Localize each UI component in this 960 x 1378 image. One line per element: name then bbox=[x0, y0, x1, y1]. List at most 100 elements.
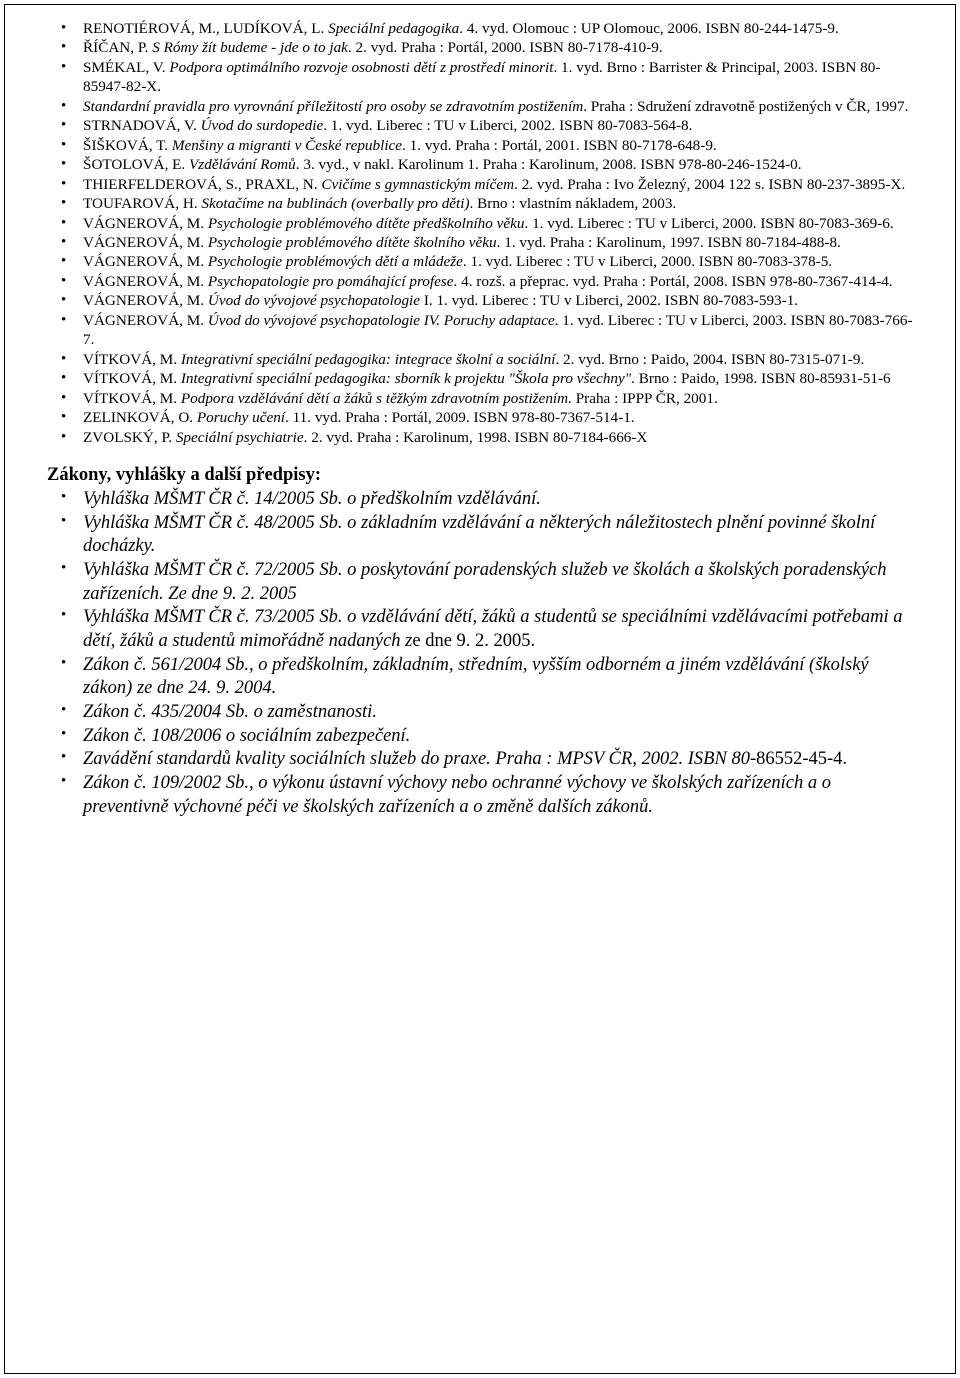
text-run: ZVOLSKÝ, P. bbox=[83, 429, 176, 446]
text-run: VÁGNEROVÁ, M. bbox=[83, 215, 208, 232]
text-run: VÁGNEROVÁ, M. bbox=[83, 312, 208, 329]
law-item: Zákon č. 561/2004 Sb., o předškolním, zá… bbox=[47, 654, 913, 701]
bibliography-item: ŠIŠKOVÁ, T. Menšiny a migranti v České r… bbox=[47, 136, 913, 155]
text-run: VÍTKOVÁ, M. bbox=[83, 370, 181, 387]
text-run: . 1. vyd. Liberec : TU v Liberci, 2000. … bbox=[463, 253, 832, 270]
text-run: Psychologie problémových dětí a mládeže bbox=[208, 253, 463, 270]
text-run: Praha : IPPP ČR, 2001. bbox=[576, 390, 718, 407]
text-run: ŠOTOLOVÁ, E. bbox=[83, 156, 189, 173]
text-run: Vyhláška MŠMT ČR č. 48/2005 Sb. o základ… bbox=[83, 513, 875, 557]
text-run: . 2. vyd. Praha : Karolinum, 1998. ISBN … bbox=[304, 429, 648, 446]
text-run: . 2. vyd. Praha : Ivo Železný, 2004 122 … bbox=[514, 176, 905, 193]
text-run: Cvičíme s gymnastickým míčem bbox=[321, 176, 514, 193]
text-run: . Brno : vlastním nákladem, 2003. bbox=[470, 195, 677, 212]
bibliography-item: VÍTKOVÁ, M. Integrativní speciální pedag… bbox=[47, 350, 913, 369]
text-run: . 1. vyd. Praha : Portál, 2001. ISBN 80-… bbox=[402, 137, 717, 154]
bibliography-item: STRNADOVÁ, V. Úvod do surdopedie. 1. vyd… bbox=[47, 116, 913, 135]
text-run: Skotačíme na bublinách (overbally pro dě… bbox=[201, 195, 469, 212]
text-run: STRNADOVÁ, V. bbox=[83, 117, 201, 134]
text-run: . 1. vyd. Liberec : TU v Liberci, 2000. … bbox=[524, 215, 893, 232]
text-run: . 3. vyd., v nakl. Karolinum 1. Praha : … bbox=[296, 156, 802, 173]
text-run: Psychopatologie pro pomáhající profese bbox=[208, 273, 454, 290]
law-item: Zavádění standardů kvality sociálních sl… bbox=[47, 748, 913, 772]
text-run: VÍTKOVÁ, M. bbox=[83, 351, 181, 368]
section-heading: Zákony, vyhlášky a další předpisy: bbox=[47, 465, 913, 486]
bibliography-item: VÁGNEROVÁ, M. Úvod do vývojové psychopat… bbox=[47, 291, 913, 310]
text-run: Zákon č. 108/2006 o sociálním zabezpečen… bbox=[83, 726, 410, 746]
text-run: Standardní pravidla pro vyrovnání přílež… bbox=[83, 98, 583, 115]
bibliography-item: ŘÍČAN, P. S Rómy žít budeme - jde o to j… bbox=[47, 38, 913, 57]
law-item: Zákon č. 435/2004 Sb. o zaměstnanosti. bbox=[47, 701, 913, 725]
law-item: Vyhláška MŠMT ČR č. 72/2005 Sb. o poskyt… bbox=[47, 559, 913, 606]
text-run: Zavádění standardů kvality sociálních sl… bbox=[83, 749, 756, 769]
bibliography-item: ZVOLSKÝ, P. Speciální psychiatrie. 2. vy… bbox=[47, 428, 913, 447]
text-run: Podpora optimálního rozvoje osobnosti dě… bbox=[169, 59, 553, 76]
document-page: RENOTIÉROVÁ, M., LUDÍKOVÁ, L. Speciální … bbox=[4, 4, 956, 1374]
text-run: I. 1. vyd. Liberec : TU v Liberci, 2002.… bbox=[420, 292, 798, 309]
text-run: . Praha : Sdružení zdravotně postižených… bbox=[583, 98, 908, 115]
bibliography-item: VÁGNEROVÁ, M. Psychologie problémového d… bbox=[47, 233, 913, 252]
law-item: Zákon č. 109/2002 Sb., o výkonu ústavní … bbox=[47, 772, 913, 819]
bibliography-item: VÁGNEROVÁ, M. Psychologie problémových d… bbox=[47, 252, 913, 271]
text-run: Zákon č. 561/2004 Sb., o předškolním, zá… bbox=[83, 655, 869, 699]
text-run: RENOTIÉROVÁ, M., LUDÍKOVÁ, L. bbox=[83, 20, 328, 37]
bibliography-item: VÍTKOVÁ, M. Integrativní speciální pedag… bbox=[47, 369, 913, 388]
text-run: Zákon č. 435/2004 Sb. o zaměstnanosti. bbox=[83, 702, 377, 722]
bibliography-item: RENOTIÉROVÁ, M., LUDÍKOVÁ, L. Speciální … bbox=[47, 19, 913, 38]
text-run: . 4. rozš. a přeprac. vyd. Praha : Portá… bbox=[454, 273, 893, 290]
text-run: S Rómy žít budeme - jde o to jak bbox=[152, 39, 348, 56]
text-run: Úvod do vývojové psychopatologie IV. Por… bbox=[208, 312, 555, 329]
text-run: Psychologie problémového dítěte školního… bbox=[208, 234, 497, 251]
text-run: Poruchy učení bbox=[197, 409, 285, 426]
text-run: Úvod do vývojové psychopatologie bbox=[208, 292, 420, 309]
law-item: Zákon č. 108/2006 o sociálním zabezpečen… bbox=[47, 725, 913, 749]
text-run: TOUFAROVÁ, H. bbox=[83, 195, 201, 212]
bibliography-list: RENOTIÉROVÁ, M., LUDÍKOVÁ, L. Speciální … bbox=[47, 19, 913, 447]
bibliography-item: Standardní pravidla pro vyrovnání přílež… bbox=[47, 97, 913, 116]
text-run: . 2. vyd. Praha : Portál, 2000. ISBN 80-… bbox=[348, 39, 663, 56]
text-run: THIERFELDEROVÁ, S., PRAXL, N. bbox=[83, 176, 321, 193]
text-run: . 2. vyd. Brno : Paido, 2004. ISBN 80-73… bbox=[555, 351, 864, 368]
text-run: Vyhláška MŠMT ČR č. 72/2005 Sb. o poskyt… bbox=[83, 560, 887, 604]
text-run: VÁGNEROVÁ, M. bbox=[83, 273, 208, 290]
text-run: Úvod do surdopedie bbox=[201, 117, 324, 134]
bibliography-item: VÁGNEROVÁ, M. Psychopatologie pro pomáha… bbox=[47, 272, 913, 291]
bibliography-item: THIERFELDEROVÁ, S., PRAXL, N. Cvičíme s … bbox=[47, 175, 913, 194]
bibliography-item: SMÉKAL, V. Podpora optimálního rozvoje o… bbox=[47, 58, 913, 97]
text-run: . 11. vyd. Praha : Portál, 2009. ISBN 97… bbox=[285, 409, 635, 426]
text-run: 86552-45-4. bbox=[756, 749, 847, 769]
text-run: Psychologie problémového dítěte předškol… bbox=[208, 215, 525, 232]
text-run: Vzdělávání Romů bbox=[189, 156, 296, 173]
text-run: Menšiny a migranti v České republice bbox=[172, 137, 402, 154]
text-run: VÁGNEROVÁ, M. bbox=[83, 292, 208, 309]
law-item: Vyhláška MŠMT ČR č. 73/2005 Sb. o vzdělá… bbox=[47, 606, 913, 653]
text-run: . 1. vyd. Praha : Karolinum, 1997. ISBN … bbox=[497, 234, 841, 251]
text-run: e dne 9. 2. 2005. bbox=[412, 631, 535, 651]
laws-list: Vyhláška MŠMT ČR č. 14/2005 Sb. o předšk… bbox=[47, 488, 913, 819]
text-run: VÍTKOVÁ, M. bbox=[83, 390, 181, 407]
bibliography-item: VÁGNEROVÁ, M. Úvod do vývojové psychopat… bbox=[47, 311, 913, 350]
text-run: Speciální pedagogika bbox=[328, 20, 459, 37]
text-run: VÁGNEROVÁ, M. bbox=[83, 253, 208, 270]
text-run: VÁGNEROVÁ, M. bbox=[83, 234, 208, 251]
bibliography-item: VÍTKOVÁ, M. Podpora vzdělávání dětí a žá… bbox=[47, 389, 913, 408]
text-run: Zákon č. 109/2002 Sb., o výkonu ústavní … bbox=[83, 773, 831, 817]
text-run: . 4. vyd. Olomouc : UP Olomouc, 2006. IS… bbox=[459, 20, 839, 37]
text-run: ŘÍČAN, P. bbox=[83, 39, 152, 56]
text-run: ŠIŠKOVÁ, T. bbox=[83, 137, 172, 154]
bibliography-item: VÁGNEROVÁ, M. Psychologie problémového d… bbox=[47, 214, 913, 233]
law-item: Vyhláška MŠMT ČR č. 14/2005 Sb. o předšk… bbox=[47, 488, 913, 512]
text-run: . Brno : Paido, 1998. ISBN 80-85931-51-6 bbox=[631, 370, 890, 387]
bibliography-item: ZELINKOVÁ, O. Poruchy učení. 11. vyd. Pr… bbox=[47, 408, 913, 427]
text-run: ZELINKOVÁ, O. bbox=[83, 409, 197, 426]
text-run: SMÉKAL, V. bbox=[83, 59, 169, 76]
text-run: Vyhláška MŠMT ČR č. 14/2005 Sb. o předšk… bbox=[83, 489, 541, 509]
text-run: . 1. vyd. Liberec : TU v Liberci, 2002. … bbox=[323, 117, 692, 134]
text-run: Integrativní speciální pedagogika: integ… bbox=[181, 351, 556, 368]
text-run: Podpora vzdělávání dětí a žáků s těžkým … bbox=[181, 390, 576, 407]
text-run: Integrativní speciální pedagogika: sborn… bbox=[181, 370, 631, 387]
bibliography-item: TOUFAROVÁ, H. Skotačíme na bublinách (ov… bbox=[47, 194, 913, 213]
text-run: Speciální psychiatrie bbox=[176, 429, 304, 446]
bibliography-item: ŠOTOLOVÁ, E. Vzdělávání Romů. 3. vyd., v… bbox=[47, 155, 913, 174]
law-item: Vyhláška MŠMT ČR č. 48/2005 Sb. o základ… bbox=[47, 512, 913, 559]
